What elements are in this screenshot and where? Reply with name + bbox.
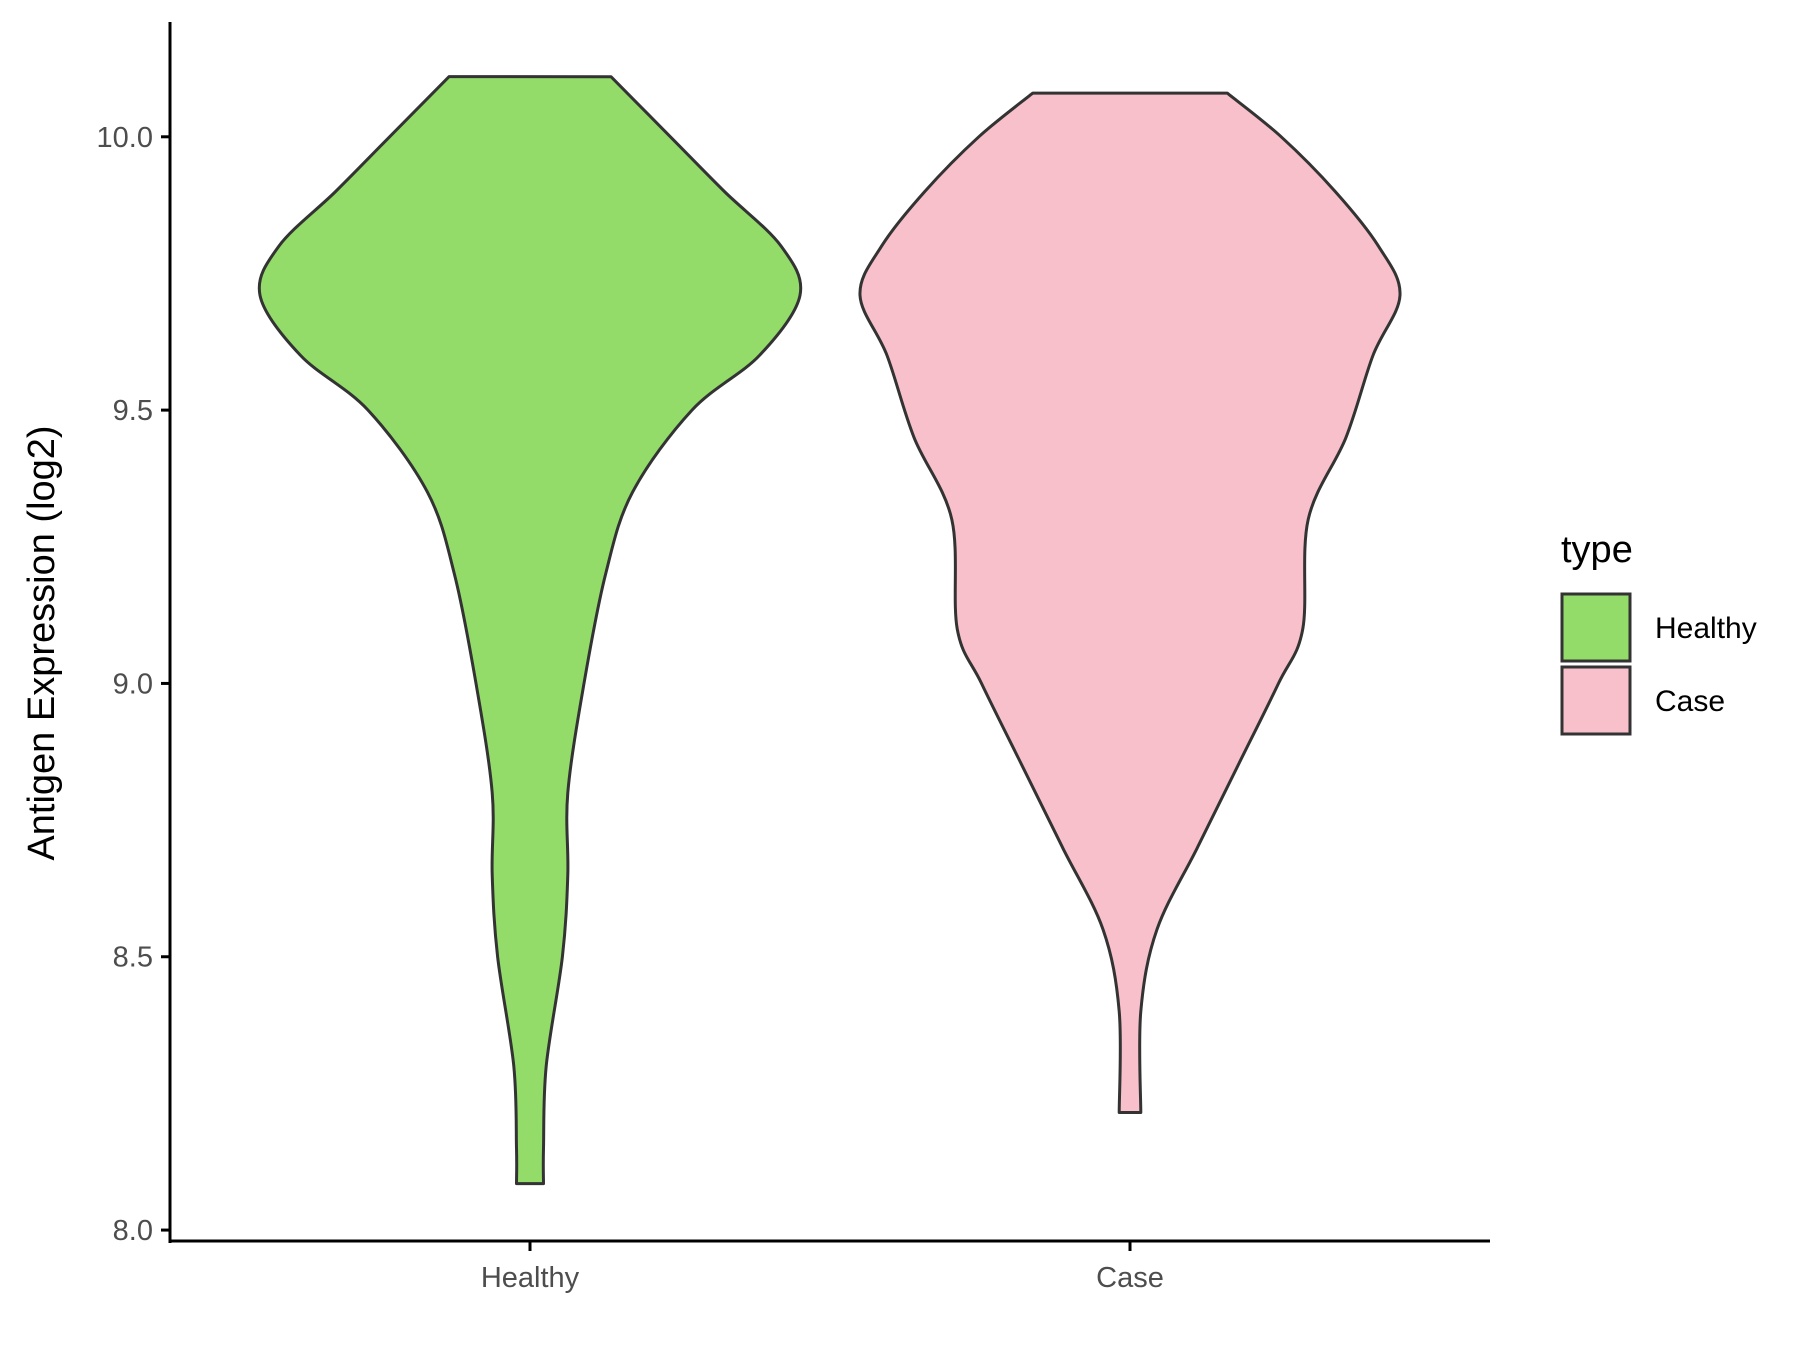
y-tick-label: 10.0 xyxy=(97,122,153,154)
violins-layer xyxy=(257,75,1402,1186)
y-ticks: 8.0 8.5 9.0 9.5 10.0 xyxy=(97,122,170,1247)
y-tick-label: 8.5 xyxy=(113,942,153,974)
violin-healthy xyxy=(257,75,803,1186)
y-tick-label: 9.0 xyxy=(113,668,153,700)
x-tick-label: Case xyxy=(1096,1262,1164,1294)
violin-case xyxy=(858,91,1402,1115)
x-ticks: Healthy Case xyxy=(481,1241,1164,1294)
x-tick-label: Healthy xyxy=(481,1262,580,1294)
legend: type Healthy Case xyxy=(1560,529,1757,736)
legend-title: type xyxy=(1561,529,1633,571)
legend-label-case: Case xyxy=(1655,685,1725,718)
legend-swatch-healthy xyxy=(1560,592,1632,663)
y-tick-label: 9.5 xyxy=(113,395,153,427)
legend-label-healthy: Healthy xyxy=(1655,612,1757,645)
y-axis-title: Antigen Expression (log2) xyxy=(21,425,63,860)
y-tick-label: 8.0 xyxy=(113,1215,153,1247)
legend-swatch-case xyxy=(1560,665,1632,736)
legend-entries: Healthy Case xyxy=(1560,592,1757,736)
